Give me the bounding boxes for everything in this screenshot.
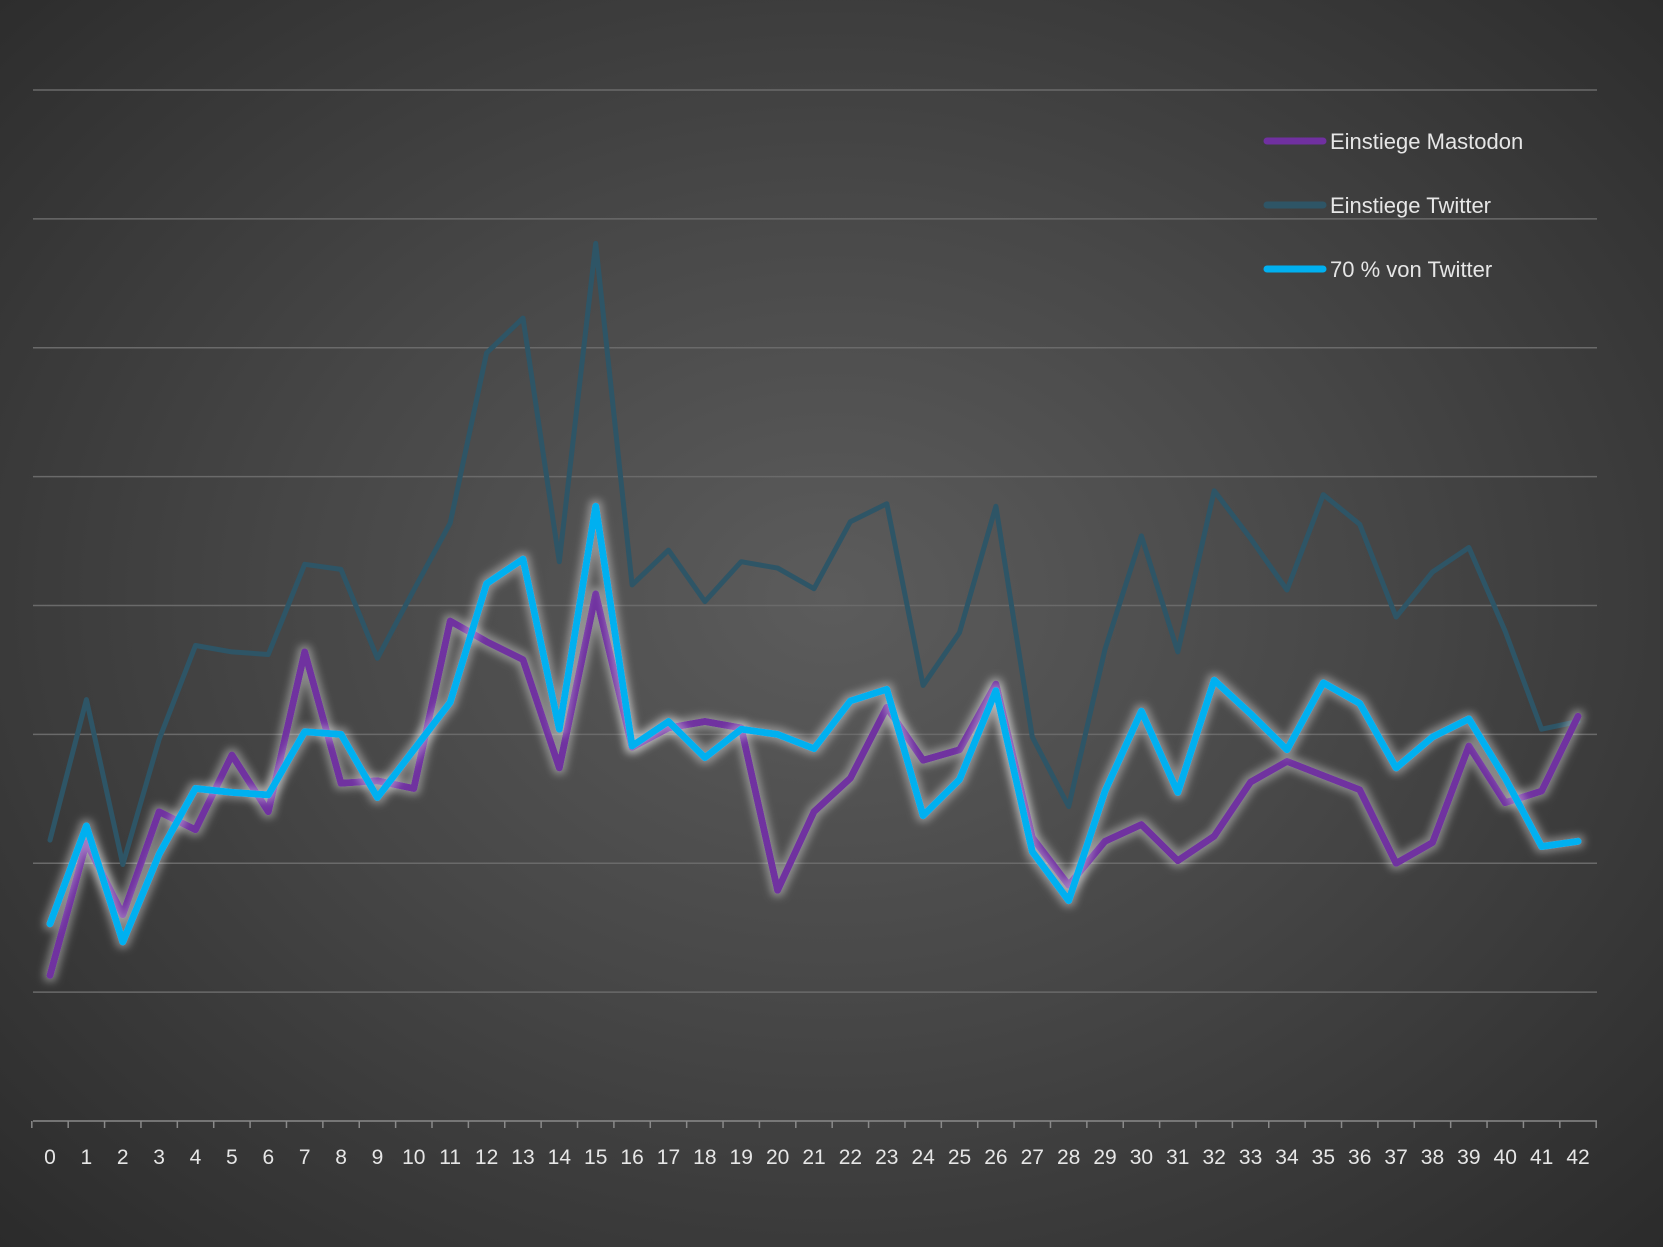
x-tick-label: 32 (1203, 1146, 1226, 1169)
x-axis: 0 1 2 3 4 5 6 7 8 9 10 11 12 13 14 15 16 17 18 19 20 21 22 23 24… (31, 1120, 1597, 1169)
x-tick-label: 25 (948, 1146, 971, 1169)
x-tick-label: 4 (190, 1146, 202, 1169)
series-line-einstiege-twitter (47, 240, 1581, 867)
x-tick-label: 24 (911, 1146, 935, 1169)
x-tick-label: 30 (1130, 1146, 1153, 1169)
x-tick-label: 15 (584, 1146, 607, 1169)
legend-label: Einstiege Twitter (1330, 193, 1491, 218)
x-tick-label: 19 (730, 1146, 753, 1169)
legend: Einstiege Mastodon Einstiege Twitter 70 % … (1263, 129, 1523, 282)
x-tick-label: 40 (1494, 1146, 1517, 1169)
x-tick-label: 6 (262, 1146, 274, 1169)
x-tick-label: 23 (875, 1146, 898, 1169)
x-tick-label: 16 (620, 1146, 643, 1169)
x-tick-label: 0 (44, 1146, 56, 1169)
x-tick-label: 26 (984, 1146, 1007, 1169)
x-tick-label: 31 (1166, 1146, 1189, 1169)
x-tick-label: 1 (81, 1146, 93, 1169)
x-tick-label: 5 (226, 1146, 238, 1169)
gridlines (33, 89, 1597, 993)
x-tick-label: 8 (335, 1146, 347, 1169)
legend-label: 70 % von Twitter (1330, 257, 1492, 282)
x-tick-label: 2 (117, 1146, 129, 1169)
x-tick-label: 12 (475, 1146, 498, 1169)
x-tick-label: 37 (1384, 1146, 1407, 1169)
x-tick-label: 42 (1566, 1146, 1589, 1169)
legend-label: Einstiege Mastodon (1330, 129, 1523, 154)
x-tick-label: 36 (1348, 1146, 1371, 1169)
x-tick-label: 10 (402, 1146, 425, 1169)
x-tick-label: 27 (1021, 1146, 1044, 1169)
x-tick-label: 38 (1421, 1146, 1444, 1169)
x-tick-label: 22 (839, 1146, 862, 1169)
x-tick-label: 34 (1275, 1146, 1299, 1169)
x-tick-label: 14 (548, 1146, 572, 1169)
series-line-einstiege-mastodon (46, 590, 1582, 979)
x-tick-label: 9 (372, 1146, 384, 1169)
x-tick-label: 13 (511, 1146, 534, 1169)
x-tick-label: 28 (1057, 1146, 1080, 1169)
x-tick-label: 21 (802, 1146, 825, 1169)
series-line-70-von-twitter (46, 502, 1582, 946)
x-tick-label: 35 (1312, 1146, 1335, 1169)
x-tick-label: 29 (1093, 1146, 1116, 1169)
x-tick-label: 7 (299, 1146, 311, 1169)
x-tick-label: 18 (693, 1146, 716, 1169)
x-tick-label: 41 (1530, 1146, 1553, 1169)
x-tick-label: 3 (153, 1146, 165, 1169)
series-lines (46, 240, 1582, 979)
x-tick-label: 11 (439, 1146, 461, 1169)
x-tick-label: 20 (766, 1146, 789, 1169)
x-tick-label: 17 (657, 1146, 680, 1169)
x-tick-label: 39 (1457, 1146, 1480, 1169)
x-tick-label: 33 (1239, 1146, 1262, 1169)
